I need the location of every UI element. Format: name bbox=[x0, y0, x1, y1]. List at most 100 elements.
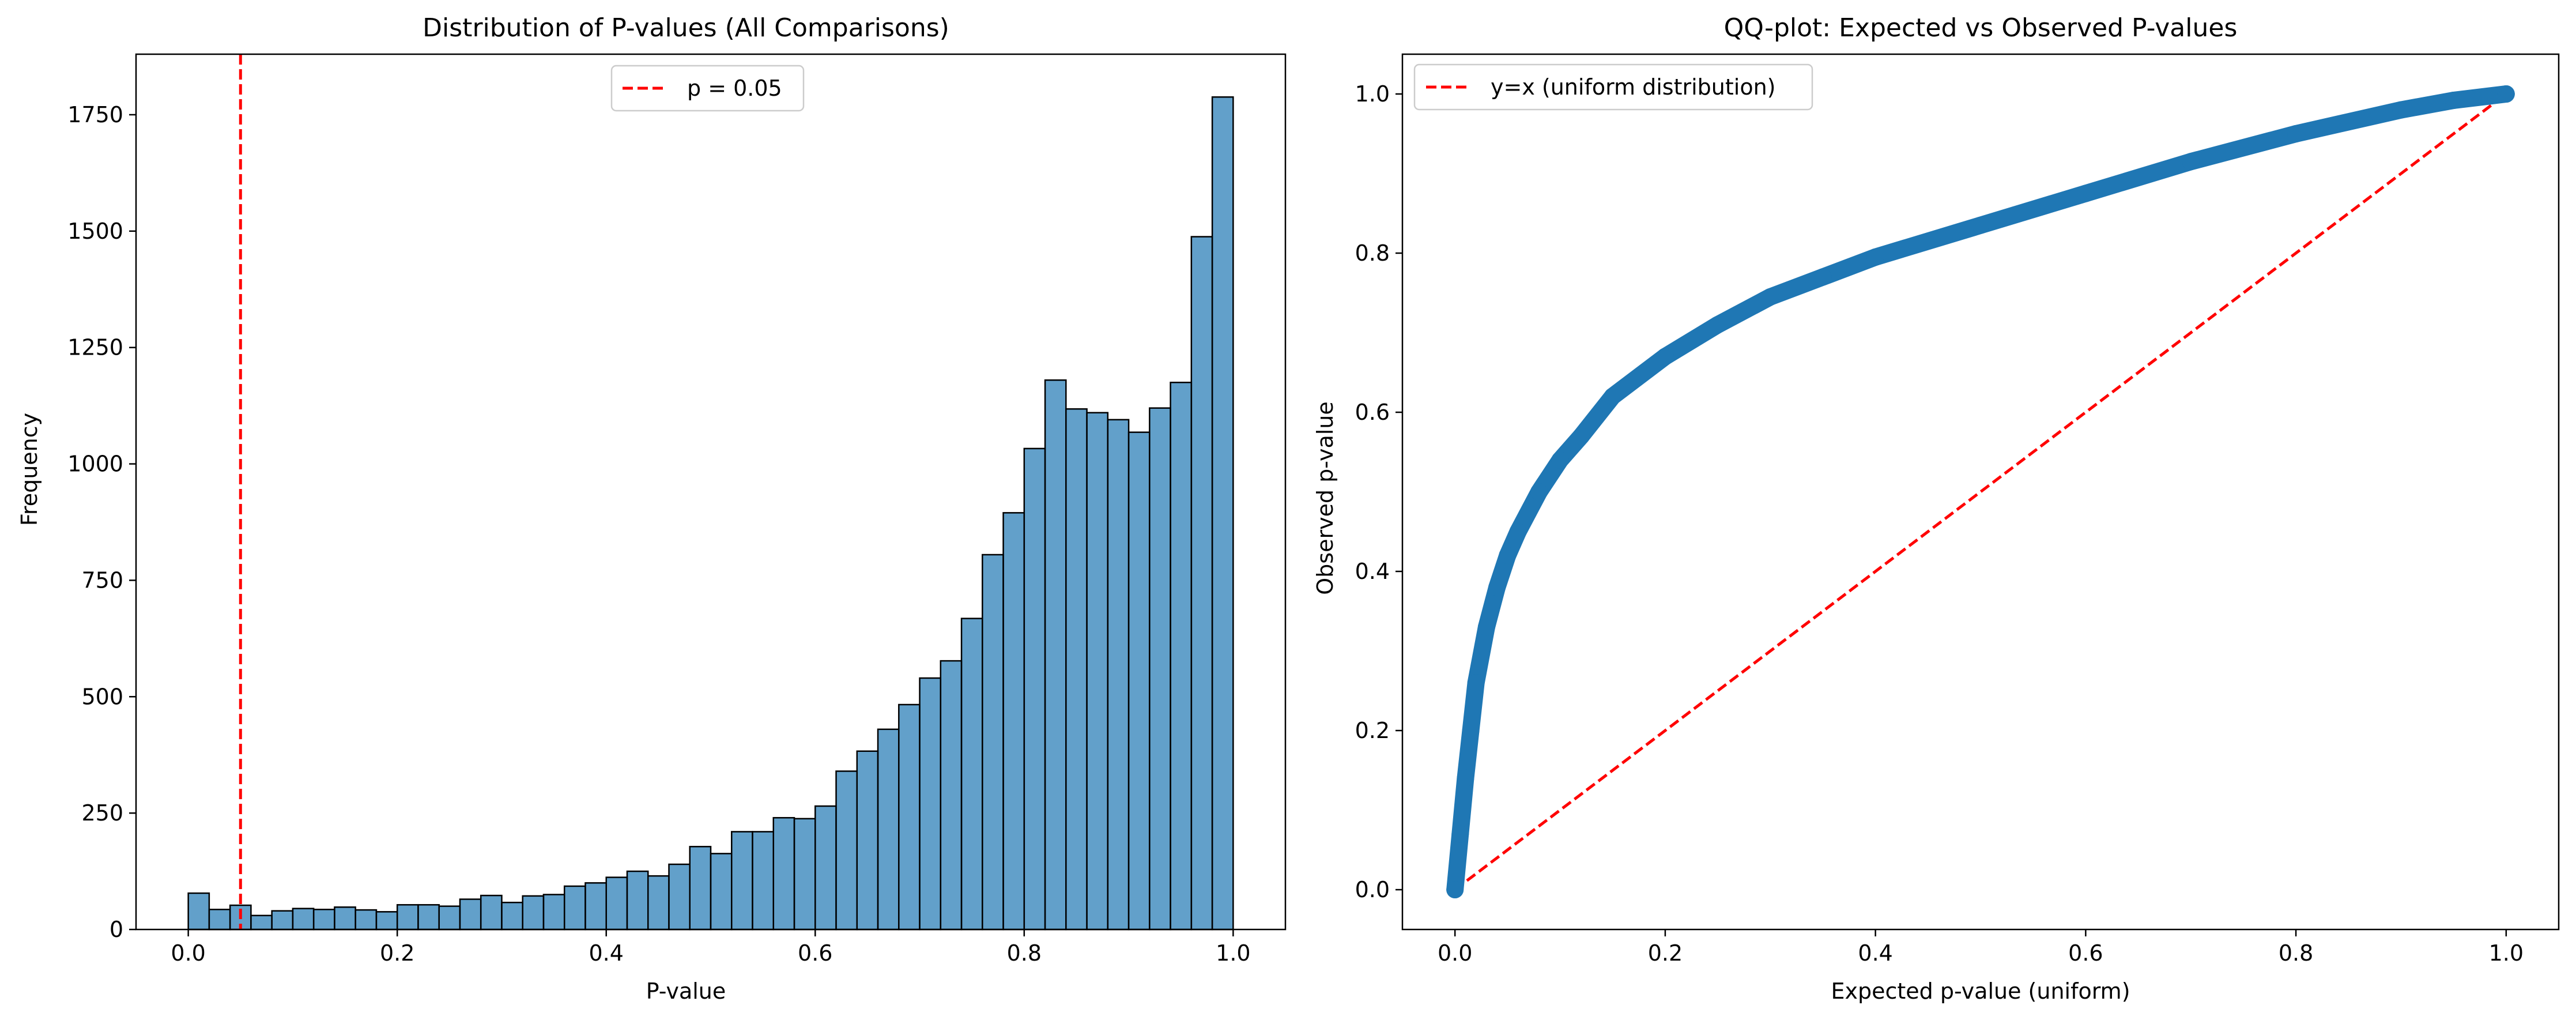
qq-plot-points bbox=[1446, 85, 2515, 898]
qq-plot-plot-frame bbox=[1401, 53, 2560, 931]
qq-point bbox=[1551, 451, 1569, 469]
histogram-bar bbox=[334, 906, 356, 931]
histogram-legend: p = 0.05 bbox=[610, 65, 805, 112]
histogram-title: Distribution of P-values (All Comparison… bbox=[423, 13, 949, 43]
qq-point bbox=[1530, 483, 1548, 500]
qq-point bbox=[1457, 769, 1474, 787]
histogram-bar bbox=[919, 677, 942, 931]
qq-point bbox=[1488, 578, 1506, 596]
histogram-bar bbox=[772, 816, 795, 931]
histogram-bar bbox=[187, 892, 210, 931]
histogram-bar bbox=[417, 904, 440, 931]
histogram-bar bbox=[940, 660, 963, 931]
histogram-bar bbox=[835, 770, 858, 931]
histogram-bar bbox=[459, 898, 482, 931]
histogram-bar bbox=[1211, 96, 1234, 931]
histogram-bar bbox=[1002, 512, 1025, 931]
histogram-y-ticks: 0 250 500 750 1000 1250 1500 1750 bbox=[67, 102, 136, 942]
qq-plot-xlabel: Expected p-value (uniform) bbox=[1831, 978, 2130, 1004]
histogram-bar bbox=[689, 846, 712, 931]
histogram-bar bbox=[1127, 431, 1151, 931]
histogram-bar bbox=[960, 618, 983, 931]
y-tick-label: 0.4 bbox=[1355, 559, 1390, 584]
histogram-bar bbox=[793, 818, 816, 931]
x-tick-label: 0.6 bbox=[798, 940, 832, 966]
qq-plot-title: QQ-plot: Expected vs Observed P-values bbox=[1724, 13, 2238, 43]
qq-plot-x-ticks: 0.0 0.2 0.4 0.6 0.8 1.0 bbox=[1438, 929, 2524, 966]
histogram-bar bbox=[522, 895, 545, 931]
histogram-bar bbox=[375, 911, 398, 931]
histogram-bar bbox=[647, 875, 670, 931]
histogram-bar bbox=[626, 870, 649, 931]
qq-point bbox=[1814, 268, 1832, 286]
histogram-bar bbox=[877, 728, 900, 931]
qq-point bbox=[1709, 316, 1727, 334]
qq-point bbox=[1972, 216, 1989, 234]
histogram-bar bbox=[1107, 419, 1130, 931]
y-tick-label: 0.8 bbox=[1355, 240, 1390, 266]
x-tick-label: 0.6 bbox=[2068, 940, 2103, 966]
y-tick-label: 250 bbox=[81, 800, 123, 826]
y-tick-label: 500 bbox=[81, 684, 123, 709]
histogram-bar bbox=[710, 853, 733, 931]
histogram-bar bbox=[584, 882, 607, 931]
qq-plot-reference-line bbox=[1454, 93, 2507, 891]
qq-plot-legend-box bbox=[1413, 63, 1813, 111]
histogram-bar bbox=[354, 909, 378, 931]
histogram-x-ticks: 0.0 0.2 0.4 0.6 0.8 1.0 bbox=[171, 929, 1251, 966]
histogram-bars bbox=[187, 96, 1234, 931]
histogram-xlabel: P-value bbox=[646, 978, 726, 1004]
histogram-bar bbox=[668, 863, 691, 931]
histogram-bar bbox=[208, 909, 231, 931]
x-tick-label: 0.0 bbox=[171, 940, 205, 966]
y-tick-label: 1250 bbox=[67, 335, 123, 360]
qq-point bbox=[1656, 348, 1674, 366]
x-tick-label: 0.2 bbox=[380, 940, 414, 966]
y-tick-label: 1750 bbox=[67, 102, 123, 127]
x-tick-label: 0.4 bbox=[589, 940, 624, 966]
uniform-reference-line bbox=[1454, 93, 2507, 891]
histogram-panel: Distribution of P-values (All Comparison… bbox=[17, 13, 1287, 1004]
x-tick-label: 0.0 bbox=[1438, 940, 1472, 966]
histogram-bar bbox=[542, 894, 565, 931]
qq-point bbox=[1509, 523, 1527, 540]
histogram-bar bbox=[292, 908, 315, 931]
qq-point bbox=[2392, 101, 2410, 119]
y-tick-label: 0 bbox=[110, 917, 123, 942]
x-tick-label: 0.8 bbox=[1007, 940, 1042, 966]
qq-point bbox=[2445, 92, 2462, 110]
histogram-bar bbox=[271, 910, 294, 931]
y-tick-label: 1.0 bbox=[1355, 81, 1390, 107]
qq-plot-ylabel: Observed p-value bbox=[1312, 401, 1338, 595]
histogram-bar bbox=[563, 885, 586, 931]
histogram-bar bbox=[250, 914, 273, 931]
qq-point bbox=[1499, 547, 1517, 564]
histogram-legend-label: p = 0.05 bbox=[687, 76, 782, 101]
histogram-bar bbox=[731, 831, 753, 931]
histogram-bar bbox=[898, 703, 921, 931]
qq-point bbox=[2077, 185, 2095, 202]
qq-point bbox=[1462, 722, 1480, 739]
qq-plot-legend-label: y=x (uniform distribution) bbox=[1491, 74, 1776, 100]
histogram-bar bbox=[1190, 236, 1213, 931]
histogram-bar bbox=[480, 894, 503, 931]
y-tick-label: 0.2 bbox=[1355, 718, 1390, 743]
x-tick-label: 0.8 bbox=[2279, 940, 2313, 966]
histogram-bar bbox=[501, 901, 523, 931]
qq-point bbox=[1477, 618, 1495, 636]
qq-point bbox=[1604, 387, 1621, 405]
histogram-bar bbox=[438, 905, 461, 931]
histogram-bar bbox=[856, 750, 879, 931]
histogram-bar bbox=[605, 876, 628, 931]
histogram-bar bbox=[1023, 447, 1046, 931]
x-tick-label: 0.2 bbox=[1648, 940, 1683, 966]
y-tick-label: 1000 bbox=[67, 451, 123, 477]
qq-plot-legend: y=x (uniform distribution) bbox=[1413, 63, 1813, 111]
y-tick-label: 0.6 bbox=[1355, 400, 1390, 425]
qq-point bbox=[1446, 881, 1464, 898]
histogram-bar bbox=[982, 554, 1004, 931]
histogram-bar bbox=[1044, 379, 1067, 931]
y-tick-label: 1500 bbox=[67, 219, 123, 244]
histogram-legend-box bbox=[610, 65, 805, 112]
qq-point bbox=[2287, 125, 2305, 142]
